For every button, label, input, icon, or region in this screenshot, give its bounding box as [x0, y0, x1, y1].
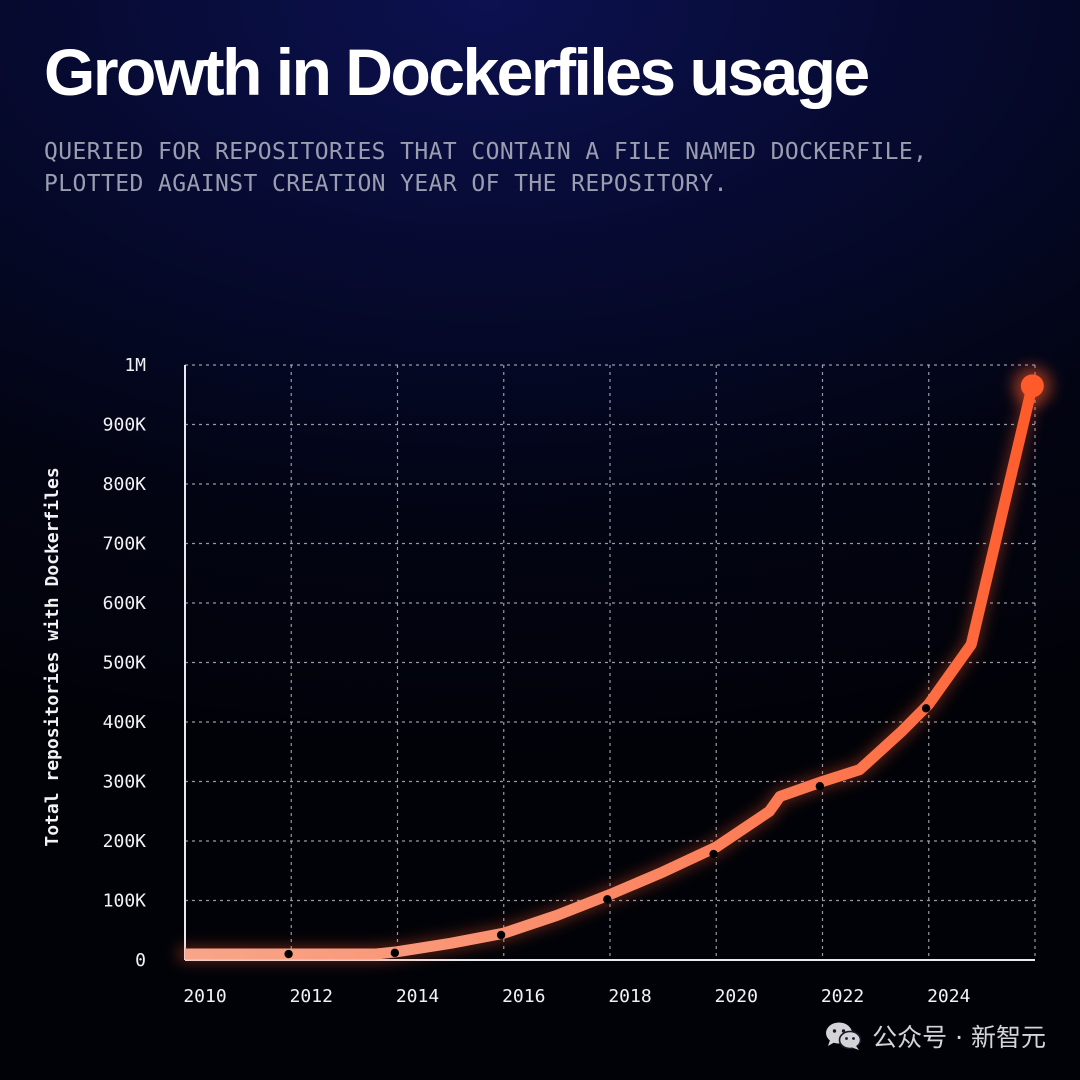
y-tick-label: 0: [135, 950, 146, 971]
y-tick-label: 900K: [103, 415, 147, 436]
x-tick-label: 2024: [927, 986, 970, 1007]
data-point-marker: [284, 949, 293, 959]
data-point-marker: [709, 849, 718, 859]
x-tick-label: 2018: [608, 986, 651, 1007]
watermark-text: 公众号 · 新智元: [872, 1023, 1046, 1052]
y-tick-label: 300K: [103, 772, 147, 793]
y-tick-label: 600K: [103, 593, 147, 614]
subtitle-line-2: PLOTTED AGAINST CREATION YEAR OF THE REP…: [44, 171, 728, 197]
x-tick-label: 2016: [502, 986, 545, 1007]
x-tick-label: 2010: [183, 986, 226, 1007]
chart-title: Growth in Dockerfiles usage: [44, 35, 870, 109]
subtitle-line-1: QUERIED FOR REPOSITORIES THAT CONTAIN A …: [44, 139, 928, 165]
y-tick-label: 400K: [103, 712, 147, 733]
y-tick-label: 800K: [103, 474, 147, 495]
data-point-marker: [815, 782, 825, 791]
x-tick-label: 2020: [715, 986, 758, 1007]
y-tick-label: 700K: [103, 534, 147, 555]
y-tick-label: 200K: [103, 831, 147, 852]
series-line-glow: [177, 377, 1041, 962]
chart-grid: [185, 364, 1036, 960]
data-point-marker: [921, 704, 931, 713]
wechat-icon: [826, 1022, 862, 1050]
chart-subtitle: QUERIED FOR REPOSITORIES THAT CONTAIN A …: [44, 136, 1044, 200]
y-tick-label: 100K: [103, 891, 147, 912]
x-tick-label: 2012: [290, 986, 333, 1007]
chart-markers: [284, 365, 1053, 959]
x-tick-label: 2022: [821, 986, 864, 1007]
data-point-marker: [603, 895, 612, 904]
watermark: 公众号 · 新智元: [824, 1018, 1046, 1054]
chart-tick-labels: 0 100K 200K 300K 400K 500K 600K 700K 800K 900K 1M 2…: [103, 355, 971, 1007]
data-point-marker: [390, 948, 400, 958]
y-axis-title: Total repositories with Dockerfiles: [42, 467, 63, 846]
chart-series: [177, 377, 1041, 962]
data-point-marker: [496, 930, 506, 940]
y-tick-label: 500K: [103, 653, 147, 674]
series-line: [185, 384, 1038, 960]
y-tick-label: 1M: [124, 355, 146, 376]
x-tick-label: 2014: [396, 986, 439, 1007]
end-point-marker: [1020, 374, 1044, 398]
